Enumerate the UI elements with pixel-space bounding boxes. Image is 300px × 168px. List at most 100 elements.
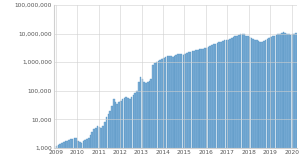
Bar [288, 34, 290, 168]
Bar [290, 35, 292, 168]
Bar [138, 82, 140, 168]
Bar [274, 36, 275, 168]
Bar [195, 50, 197, 168]
Bar [133, 95, 134, 168]
Bar [74, 138, 75, 168]
Bar [200, 49, 202, 168]
Bar [224, 40, 225, 168]
Bar [168, 56, 170, 168]
Bar [165, 57, 167, 168]
Bar [136, 91, 138, 168]
Bar [158, 61, 159, 168]
Bar [90, 135, 91, 168]
Bar [295, 33, 297, 168]
Bar [206, 48, 208, 168]
Bar [236, 36, 238, 168]
Bar [92, 132, 93, 168]
Bar [209, 46, 211, 168]
Bar [177, 54, 179, 168]
Bar [143, 82, 145, 168]
Bar [286, 34, 288, 168]
Bar [77, 141, 79, 168]
Bar [129, 99, 130, 168]
Bar [284, 33, 286, 168]
Bar [104, 122, 106, 168]
Bar [65, 141, 66, 168]
Bar [72, 139, 74, 168]
Bar [263, 41, 265, 168]
Bar [243, 34, 245, 168]
Bar [163, 58, 165, 168]
Bar [99, 127, 100, 168]
Bar [204, 48, 206, 168]
Bar [122, 99, 124, 168]
Bar [149, 81, 150, 168]
Bar [84, 140, 86, 168]
Bar [159, 60, 161, 168]
Bar [197, 50, 199, 168]
Bar [222, 41, 224, 168]
Bar [100, 128, 102, 168]
Bar [75, 138, 77, 168]
Bar [193, 51, 195, 168]
Bar [102, 126, 104, 168]
Bar [217, 43, 218, 168]
Bar [234, 36, 236, 168]
Bar [179, 54, 181, 168]
Bar [265, 40, 266, 168]
Bar [106, 117, 107, 168]
Bar [81, 143, 82, 168]
Bar [247, 36, 249, 168]
Bar [174, 56, 175, 168]
Bar [279, 34, 281, 168]
Bar [152, 65, 154, 168]
Bar [176, 55, 177, 168]
Bar [208, 47, 209, 168]
Bar [242, 34, 243, 168]
Bar [140, 77, 141, 168]
Bar [252, 39, 254, 168]
Bar [188, 52, 190, 168]
Bar [231, 38, 232, 168]
Bar [70, 139, 72, 168]
Bar [125, 97, 127, 168]
Bar [202, 49, 204, 168]
Bar [161, 59, 163, 168]
Bar [88, 138, 89, 168]
Bar [95, 128, 97, 168]
Bar [68, 140, 70, 168]
Bar [107, 114, 109, 168]
Bar [124, 98, 125, 168]
Bar [268, 38, 270, 168]
Bar [260, 42, 261, 168]
Bar [261, 42, 263, 168]
Bar [66, 141, 68, 168]
Bar [233, 37, 234, 168]
Bar [145, 83, 147, 168]
Bar [276, 35, 277, 168]
Bar [270, 37, 272, 168]
Bar [127, 98, 129, 168]
Bar [172, 57, 173, 168]
Bar [93, 129, 95, 168]
Bar [156, 62, 158, 168]
Bar [293, 34, 295, 168]
Bar [58, 145, 59, 168]
Bar [61, 143, 63, 168]
Bar [211, 45, 213, 168]
Bar [215, 44, 216, 168]
Bar [154, 64, 156, 168]
Bar [227, 39, 229, 168]
Bar [245, 36, 247, 168]
Bar [226, 40, 227, 168]
Bar [297, 35, 298, 168]
Bar [283, 32, 284, 168]
Bar [111, 106, 113, 168]
Bar [229, 39, 231, 168]
Bar [118, 102, 120, 168]
Bar [258, 41, 259, 168]
Bar [120, 101, 122, 168]
Bar [167, 56, 168, 168]
Bar [115, 102, 116, 168]
Bar [213, 44, 214, 168]
